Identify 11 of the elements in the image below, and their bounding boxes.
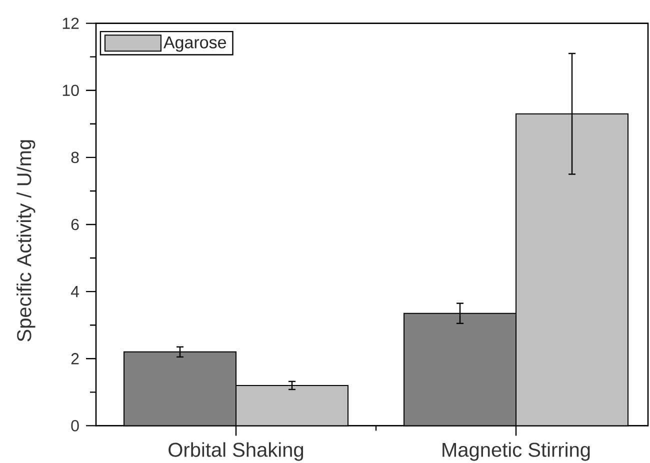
y-tick-label: 10 <box>62 84 79 96</box>
x-tick-label: Orbital Shaking <box>168 442 304 461</box>
y-tick-label: 2 <box>71 353 79 364</box>
legend-label: Agarose <box>163 36 226 52</box>
x-tick-label: Magnetic Stirring <box>442 442 590 461</box>
y-tick-label: 6 <box>71 218 79 230</box>
y-tick-label: 4 <box>70 286 80 298</box>
y-tick-label: 0 <box>71 420 79 432</box>
y-axis-title: Specific Activity / U/mg <box>16 140 36 342</box>
y-tick-label: 12 <box>62 18 79 29</box>
y-tick-label: 8 <box>71 152 79 164</box>
